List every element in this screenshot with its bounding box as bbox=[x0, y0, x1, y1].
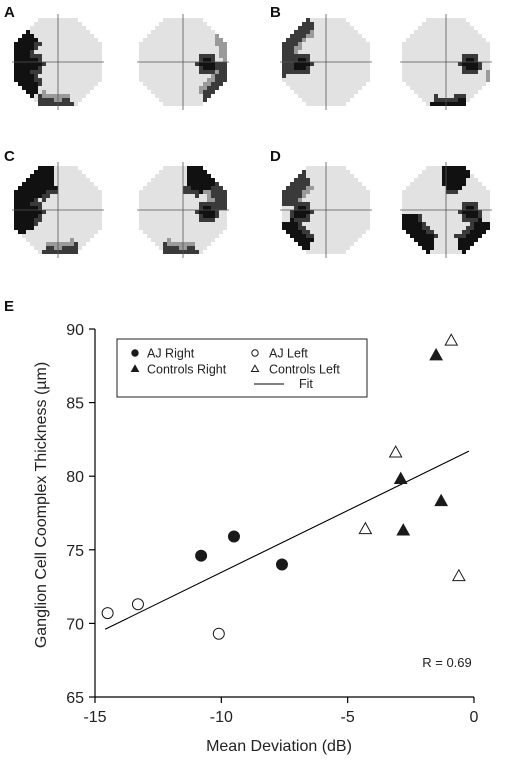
legend-label-fit: Fit bbox=[299, 377, 313, 391]
x-tick-label: -5 bbox=[341, 709, 355, 726]
legend-marker-aj-left bbox=[251, 349, 259, 357]
panel-d-right-eye-visual-field bbox=[278, 160, 374, 260]
y-axis-label: Ganglion Cell Coomplex Thickness (µm) bbox=[33, 362, 50, 648]
aj-right-point bbox=[195, 549, 208, 562]
y-tick-label: 70 bbox=[66, 616, 84, 633]
scatter-chart: -15 -10 -5 0 65 70 75 80 85 90 AJ Right AJ Left Con… bbox=[33, 322, 479, 755]
panel-c-right-eye-visual-field bbox=[10, 160, 106, 260]
aj-right-point bbox=[275, 558, 288, 571]
panel-b-left-eye-visual-field bbox=[398, 12, 494, 112]
panel-c-left-eye-visual-field bbox=[135, 160, 231, 260]
correlation-annotation: R = 0.69 bbox=[422, 655, 472, 670]
y-tick-label: 80 bbox=[66, 469, 84, 486]
panel-d-label: D bbox=[270, 148, 281, 165]
controls-left-point bbox=[444, 333, 459, 346]
panel-c-label: C bbox=[4, 148, 15, 165]
aj-left-point bbox=[131, 598, 144, 611]
x-tick-label: -10 bbox=[210, 709, 233, 726]
panel-a-right-eye-visual-field bbox=[10, 12, 106, 112]
panel-b-right-eye-visual-field bbox=[278, 12, 374, 112]
controls-right-point bbox=[393, 471, 408, 485]
x-axis-label: Mean Deviation (dB) bbox=[206, 738, 352, 755]
panel-a-left-eye-visual-field bbox=[135, 12, 231, 112]
data-points bbox=[101, 333, 466, 640]
y-tick-label: 85 bbox=[66, 396, 84, 413]
aj-left-point bbox=[212, 627, 225, 640]
panel-b-label: B bbox=[270, 4, 281, 21]
legend-marker-controls-left bbox=[250, 364, 260, 373]
y-tick-label: 75 bbox=[66, 543, 84, 560]
legend-label-aj-left: AJ Left bbox=[269, 347, 308, 361]
panel-a-label: A bbox=[4, 4, 15, 21]
legend-label-controls-left: Controls Left bbox=[269, 363, 340, 377]
controls-right-point bbox=[434, 493, 449, 507]
controls-right-point bbox=[396, 523, 411, 536]
controls-right-point bbox=[429, 347, 444, 361]
legend: AJ Right AJ Left Controls Right Controls Le… bbox=[116, 338, 368, 398]
fit-line bbox=[104, 450, 470, 630]
y-tick-label: 65 bbox=[66, 690, 84, 707]
y-tick-label: 90 bbox=[66, 322, 84, 339]
x-tick-label: 0 bbox=[470, 709, 479, 726]
axes: -15 -10 -5 0 65 70 75 80 85 90 bbox=[66, 322, 478, 726]
controls-left-point bbox=[451, 568, 466, 582]
controls-left-point bbox=[388, 445, 403, 458]
legend-label-aj-right: AJ Right bbox=[147, 347, 195, 361]
controls-left-point bbox=[358, 521, 373, 535]
legend-marker-controls-right bbox=[130, 364, 140, 373]
legend-box bbox=[116, 338, 368, 398]
aj-left-point bbox=[101, 607, 114, 620]
fit-line-layer bbox=[104, 450, 470, 630]
legend-marker-aj-right bbox=[131, 349, 139, 357]
panel-e-label: E bbox=[4, 298, 15, 315]
x-tick-label: -15 bbox=[83, 709, 106, 726]
aj-right-point bbox=[227, 530, 240, 543]
panel-d-left-eye-visual-field bbox=[398, 160, 494, 260]
legend-label-controls-right: Controls Right bbox=[147, 363, 227, 377]
